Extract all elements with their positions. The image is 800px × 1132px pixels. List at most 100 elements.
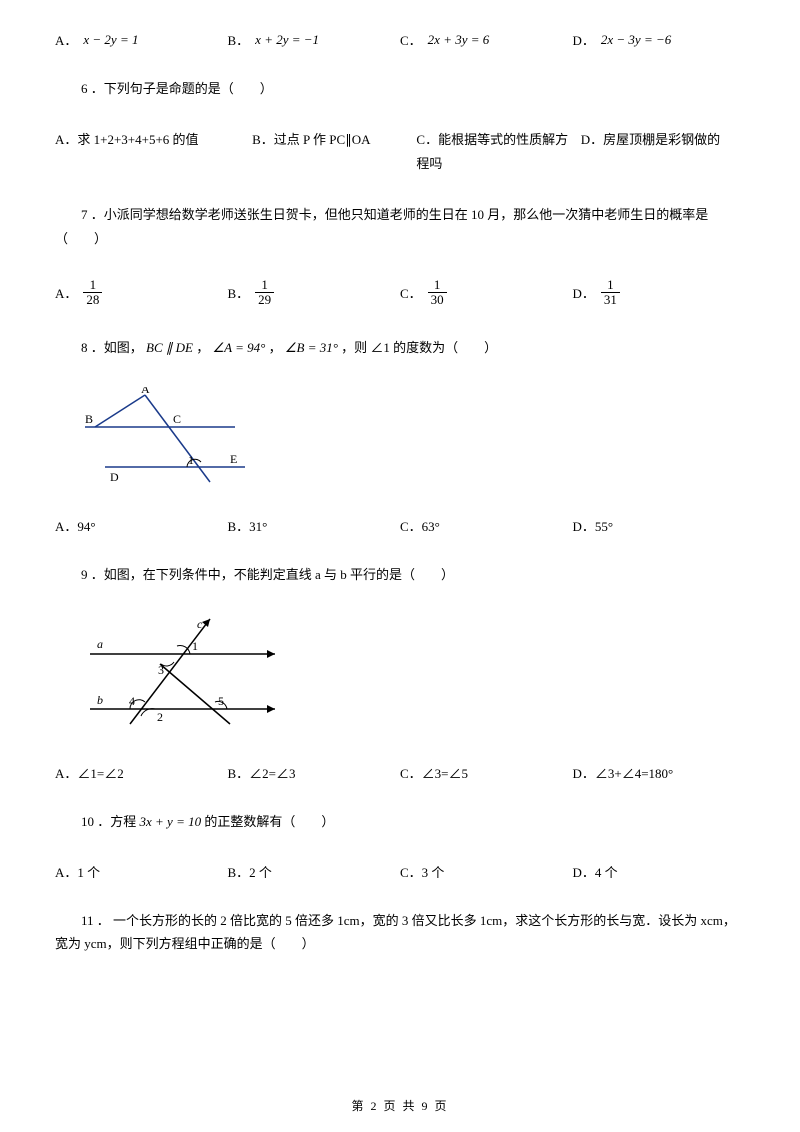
choice-math: 2x − 3y = −6 (601, 32, 671, 48)
choice-text: C．∠3=∠5 (400, 763, 468, 782)
q8-choice-b: B．31° (228, 516, 401, 535)
text: 10 ．方程 (81, 814, 136, 829)
math: ∠B = 31° (285, 340, 338, 355)
label-1: 1 (192, 639, 198, 653)
fraction: 130 (428, 278, 447, 308)
q7-stem: 7 ．小派同学想给数学老师送张生日贺卡，但他只知道老师的生日在 10 月，那么他… (55, 203, 745, 250)
numerator: 1 (83, 278, 102, 293)
choice-label: A． (55, 30, 77, 49)
q10-choice-a: A．1 个 (55, 862, 228, 881)
q5-choice-d: D． 2x − 3y = −6 (573, 30, 746, 49)
choice-text: B．2 个 (228, 862, 272, 881)
choice-text: B．过点 P 作 PC∥OA (252, 128, 370, 151)
choice-label: C． (400, 30, 422, 49)
q10-stem: 10 ．方程 3x + y = 10 的正整数解有（ ） (55, 810, 745, 833)
choice-math: 2x + 3y = 6 (428, 32, 490, 48)
q6-choice-b: B．过点 P 作 PC∥OA (252, 128, 416, 151)
q5-choices: A． x − 2y = 1 B． x + 2y = −1 C． 2x + 3y … (55, 30, 745, 49)
numerator: 1 (255, 278, 274, 293)
choice-text: C．63° (400, 516, 440, 535)
denominator: 28 (83, 293, 102, 307)
denominator: 29 (255, 293, 274, 307)
math: ∠A = 94° (212, 340, 265, 355)
q7-choice-d: D． 131 (573, 278, 746, 308)
q8-choice-a: A．94° (55, 516, 228, 535)
label-1: 1 (188, 453, 194, 467)
choice-text: A．94° (55, 516, 96, 535)
fraction: 129 (255, 278, 274, 308)
q8-diagram: A B C D E 1 (75, 387, 745, 491)
q5-choice-c: C． 2x + 3y = 6 (400, 30, 573, 49)
q5-choice-a: A． x − 2y = 1 (55, 30, 228, 49)
label-c: C (173, 412, 181, 426)
fraction: 131 (601, 278, 620, 308)
q6-choices: A．求 1+2+3+4+5+6 的值 B．过点 P 作 PC∥OA C．能根据等… (55, 128, 745, 175)
q10-choice-c: C．3 个 (400, 862, 573, 881)
q7-choices: A． 128 B． 129 C． 130 D． 131 (55, 278, 745, 308)
line-ac-ext (145, 395, 210, 482)
arrow-a (267, 650, 275, 658)
choice-text: A．求 1+2+3+4+5+6 的值 (55, 128, 199, 151)
choice-label: A． (55, 283, 77, 302)
choice-text: B．31° (228, 516, 268, 535)
label-c: c (197, 617, 203, 631)
q10-choices: A．1 个 B．2 个 C．3 个 D．4 个 (55, 862, 745, 881)
q6-stem: 6 ．下列句子是命题的是（ ） (55, 77, 745, 100)
q10-choice-d: D．4 个 (573, 862, 746, 881)
choice-math: x + 2y = −1 (255, 32, 319, 48)
label-d: D (110, 470, 119, 484)
text: ， (196, 340, 209, 355)
q6-choice-a: A．求 1+2+3+4+5+6 的值 (55, 128, 252, 151)
q7-choice-a: A． 128 (55, 278, 228, 308)
q9-diagram: a b c 1 3 4 2 5 (75, 614, 745, 738)
fraction: 128 (83, 278, 102, 308)
label-2: 2 (157, 710, 163, 724)
q10-choice-b: B．2 个 (228, 862, 401, 881)
q8-choice-c: C．63° (400, 516, 573, 535)
label-3: 3 (158, 663, 164, 677)
choice-text: B．∠2=∠3 (228, 763, 296, 782)
q9-choices: A．∠1=∠2 B．∠2=∠3 C．∠3=∠5 D．∠3+∠4=180° (55, 763, 745, 782)
choice-text: C．能根据等式的性质解方程吗 (416, 128, 580, 175)
q9-stem: 9 ．如图，在下列条件中，不能判定直线 a 与 b 平行的是（ ） (55, 563, 745, 586)
page-footer: 第 2 页 共 9 页 (0, 1097, 800, 1114)
choice-label: D． (573, 30, 595, 49)
choice-text: D．4 个 (573, 862, 618, 881)
text: 8 ．如图， (81, 340, 143, 355)
choice-text: D．55° (573, 516, 614, 535)
q9-choice-b: B．∠2=∠3 (228, 763, 401, 782)
text: ，则 ∠1 的度数为（ ） (341, 340, 497, 355)
text: ， (269, 340, 282, 355)
q9-choice-a: A．∠1=∠2 (55, 763, 228, 782)
q9-choice-c: C．∠3=∠5 (400, 763, 573, 782)
math: 3x + y = 10 (140, 814, 202, 829)
arrow-c (202, 619, 210, 627)
label-b: B (85, 412, 93, 426)
q8-choices: A．94° B．31° C．63° D．55° (55, 516, 745, 535)
arrow-b (267, 705, 275, 713)
q7-choice-c: C． 130 (400, 278, 573, 308)
line-ba (95, 395, 145, 427)
q7-choice-b: B． 129 (228, 278, 401, 308)
math: BC ∥ DE (146, 340, 193, 355)
label-a: a (97, 637, 103, 651)
q11-stem: 11 ． 一个长方形的长的 2 倍比宽的 5 倍还多 1cm，宽的 3 倍又比长… (55, 909, 745, 956)
choice-label: B． (228, 30, 250, 49)
choice-math: x − 2y = 1 (83, 32, 138, 48)
choice-text: A．∠1=∠2 (55, 763, 124, 782)
label-b: b (97, 693, 103, 707)
choice-label: B． (228, 283, 250, 302)
choice-text: D．房屋顶棚是彩钢做的 (581, 128, 720, 151)
choice-text: D．∠3+∠4=180° (573, 763, 674, 782)
choice-text: C．3 个 (400, 862, 444, 881)
choice-label: C． (400, 283, 422, 302)
numerator: 1 (601, 278, 620, 293)
choice-text: A．1 个 (55, 862, 100, 881)
choice-label: D． (573, 283, 595, 302)
denominator: 30 (428, 293, 447, 307)
q6-choice-d: D．房屋顶棚是彩钢做的 (581, 128, 745, 151)
text: 的正整数解有（ ） (204, 814, 334, 829)
q6-choice-c: C．能根据等式的性质解方程吗 (416, 128, 580, 175)
q9-choice-d: D．∠3+∠4=180° (573, 763, 746, 782)
denominator: 31 (601, 293, 620, 307)
